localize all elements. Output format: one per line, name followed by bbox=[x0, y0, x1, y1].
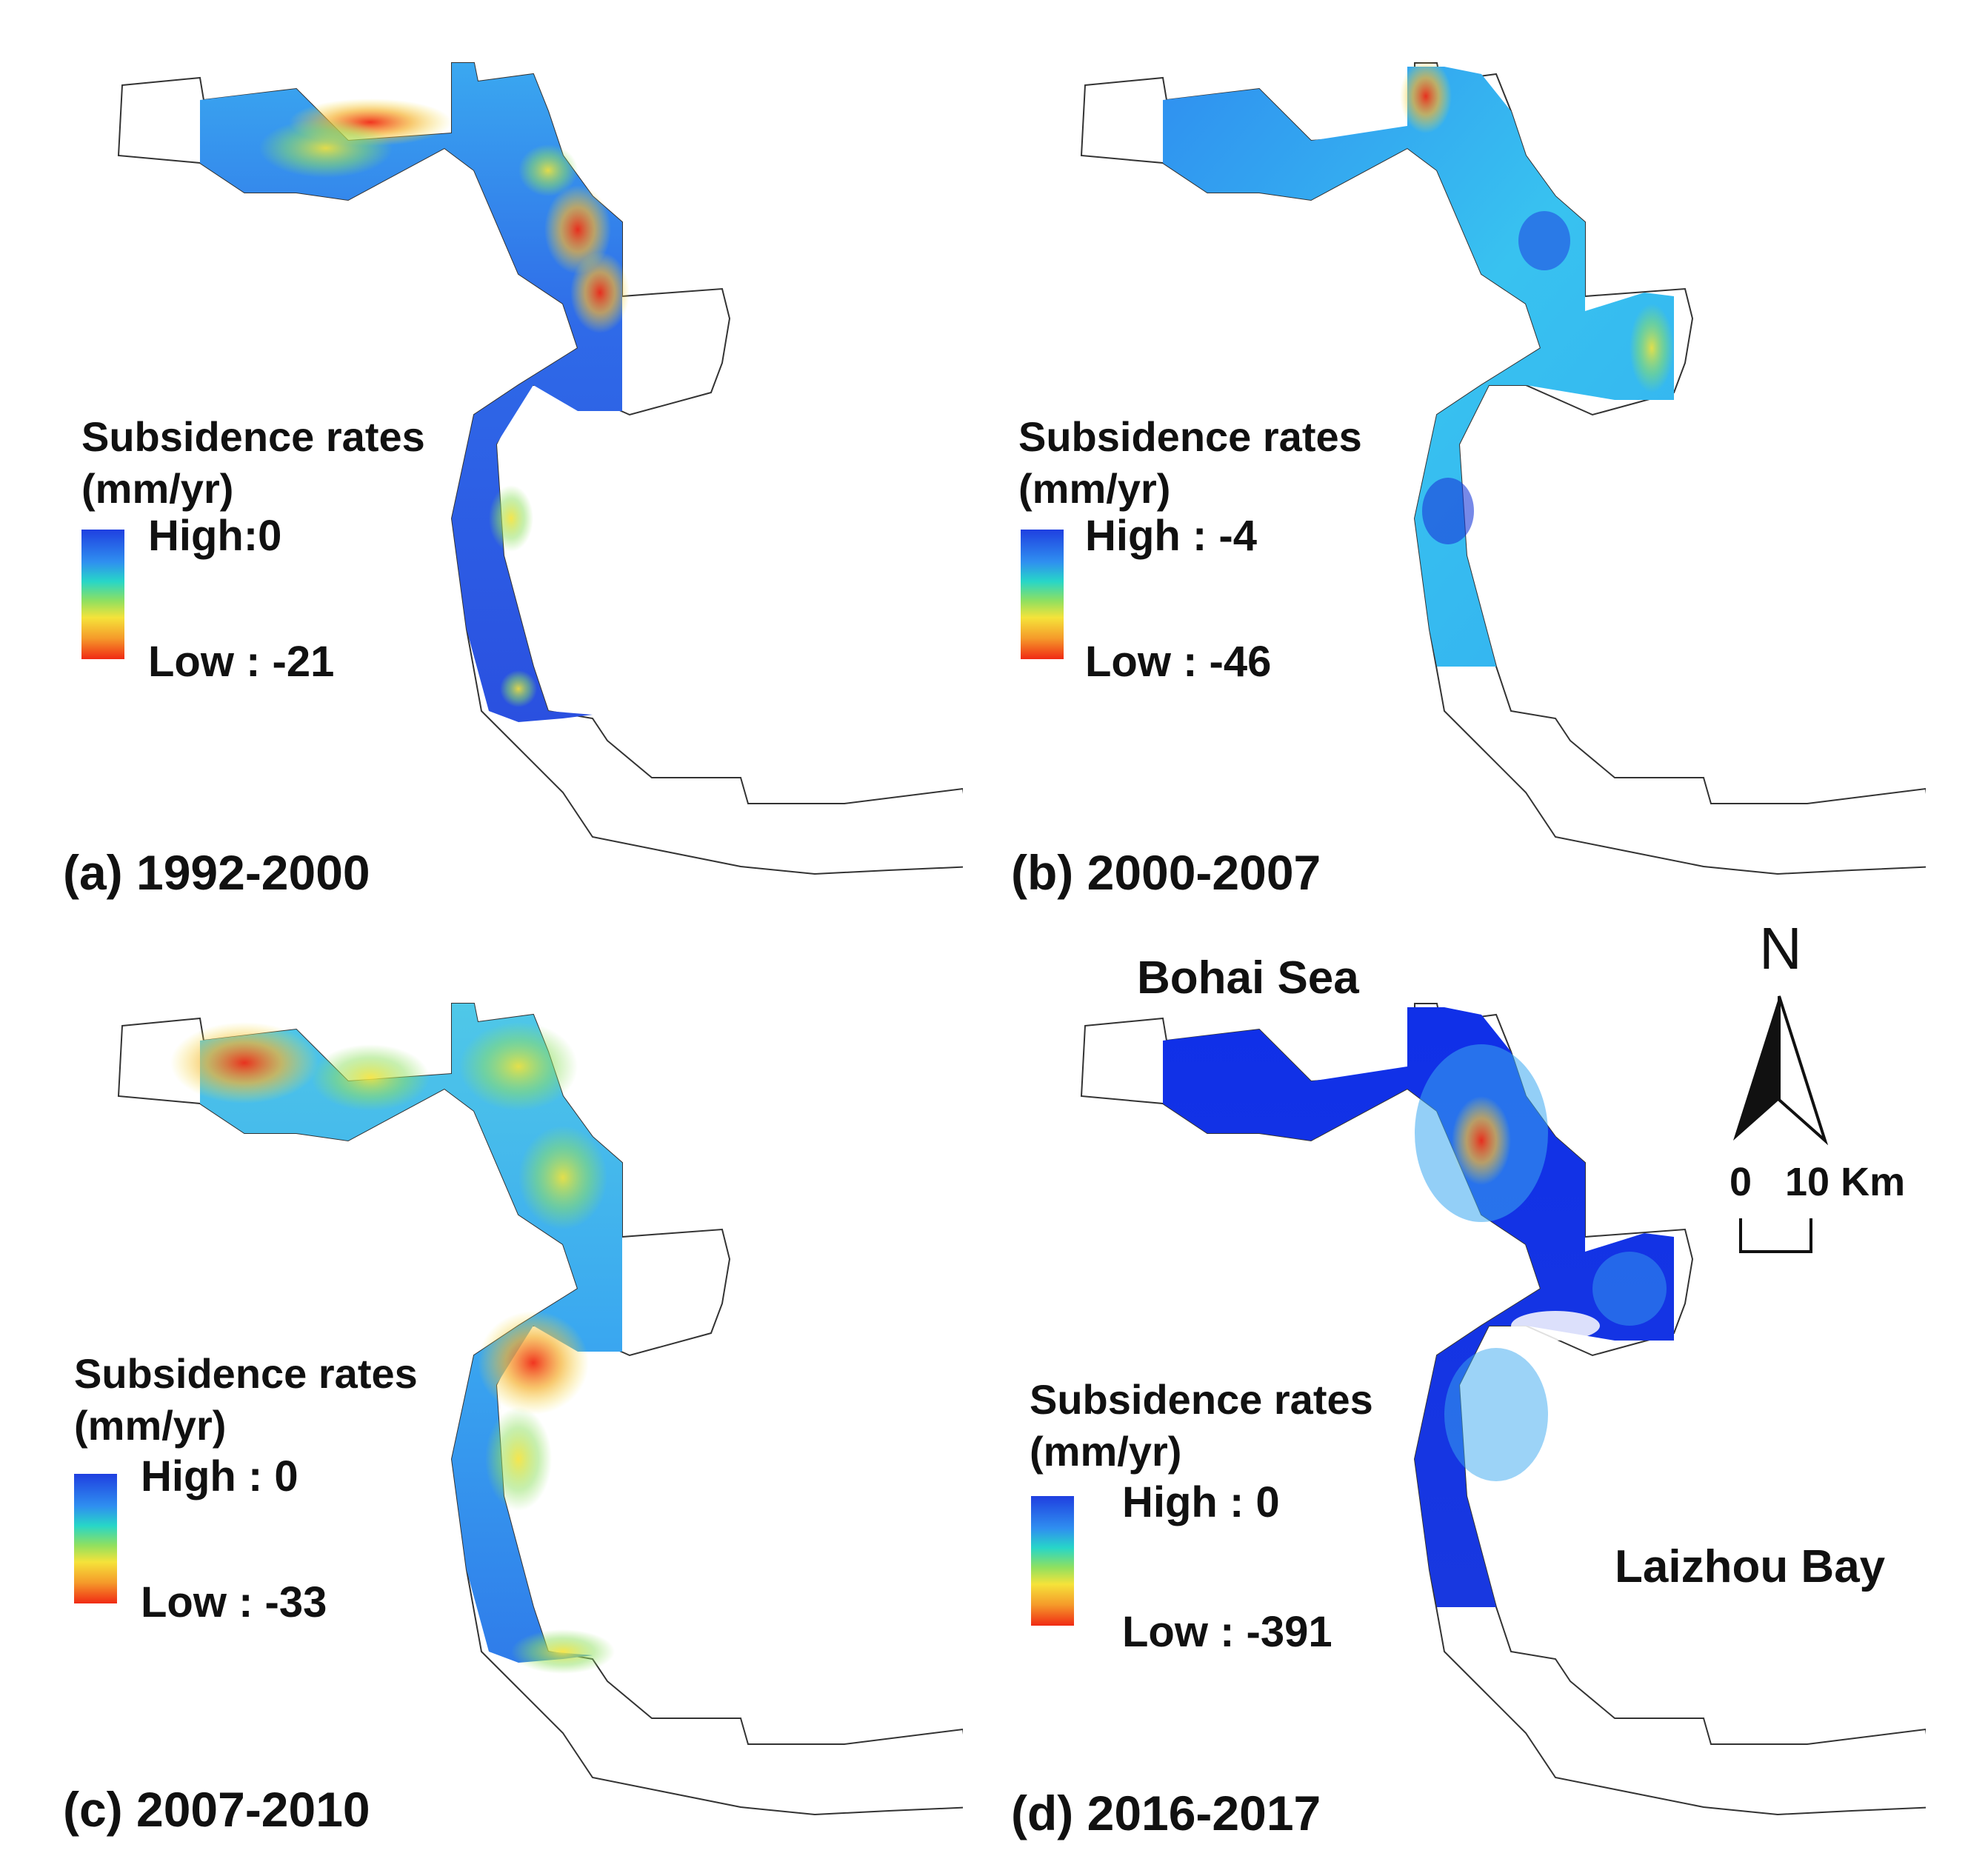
legend-high-d: High : 0 bbox=[1122, 1478, 1280, 1526]
legend-b: Subsidence rates (mm/yr) bbox=[1018, 411, 1362, 515]
subsidence-map-c bbox=[118, 1003, 963, 1815]
panel-label-b: (b) 2000-2007 bbox=[1011, 845, 1321, 900]
legend-unit: (mm/yr) bbox=[1018, 465, 1171, 512]
place-label-bohai-sea: Bohai Sea bbox=[1137, 952, 1359, 1004]
legend-title: Subsidence rates bbox=[1018, 413, 1362, 460]
subsidence-map-a bbox=[118, 62, 963, 875]
legend-low-b: Low : -46 bbox=[1085, 638, 1272, 686]
map-panel-a: Subsidence rates (mm/yr) High:0 Low : -2… bbox=[0, 0, 963, 926]
legend-high-a: High:0 bbox=[148, 512, 282, 560]
panel-label-c: (c) 2007-2010 bbox=[63, 1782, 370, 1837]
legend-d: Subsidence rates (mm/yr) bbox=[1030, 1374, 1373, 1478]
legend-low-d: Low : -391 bbox=[1122, 1608, 1332, 1656]
legend-unit: (mm/yr) bbox=[81, 465, 234, 512]
legend-title: Subsidence rates bbox=[1030, 1376, 1373, 1423]
color-ramp-b bbox=[1021, 530, 1064, 659]
legend-high-c: High : 0 bbox=[141, 1452, 298, 1501]
color-ramp-a bbox=[81, 530, 124, 659]
map-panel-b: Subsidence rates (mm/yr) High : -4 Low :… bbox=[963, 0, 1926, 926]
legend-title: Subsidence rates bbox=[81, 413, 425, 460]
panel-label-d: (d) 2016-2017 bbox=[1011, 1786, 1321, 1840]
subsidence-map-b bbox=[1081, 59, 1926, 875]
legend-low-c: Low : -33 bbox=[141, 1578, 327, 1626]
scale-bar bbox=[1739, 1218, 1812, 1253]
scale-bar-ten: 10 Km bbox=[1785, 1160, 1906, 1204]
color-ramp-d bbox=[1031, 1496, 1074, 1626]
map-panel-d: Subsidence rates (mm/yr) High : 0 Low : … bbox=[963, 941, 1926, 1866]
north-arrow-icon bbox=[1733, 995, 1829, 1146]
map-panel-c: Subsidence rates (mm/yr) High : 0 Low : … bbox=[0, 941, 963, 1866]
legend-unit: (mm/yr) bbox=[74, 1402, 227, 1449]
legend-a: Subsidence rates (mm/yr) bbox=[81, 411, 425, 515]
north-arrow: N bbox=[1726, 915, 1844, 1181]
legend-low-a: Low : -21 bbox=[148, 638, 335, 686]
scale-bar-zero: 0 bbox=[1729, 1160, 1752, 1204]
color-ramp-c bbox=[74, 1474, 117, 1603]
legend-c: Subsidence rates (mm/yr) bbox=[74, 1348, 418, 1452]
legend-high-b: High : -4 bbox=[1085, 512, 1257, 560]
legend-title: Subsidence rates bbox=[74, 1350, 418, 1397]
place-label-laizhou-bay: Laizhou Bay bbox=[1615, 1541, 1886, 1592]
panel-label-a: (a) 1992-2000 bbox=[63, 845, 370, 900]
north-letter: N bbox=[1759, 915, 1802, 981]
legend-unit: (mm/yr) bbox=[1030, 1428, 1182, 1475]
subsidence-map-d bbox=[1081, 1003, 1926, 1815]
